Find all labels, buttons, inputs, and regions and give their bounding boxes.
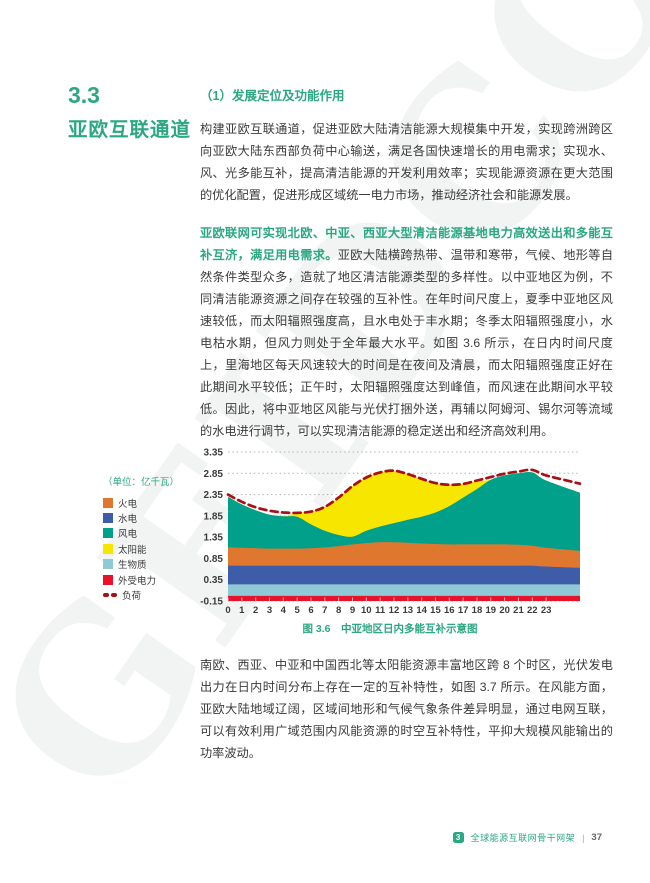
x-axis-tick-label: 21: [513, 605, 524, 616]
y-axis-tick-label: 1.35: [204, 533, 224, 544]
legend-color-swatch: [103, 513, 113, 524]
legend-item: 外受电力: [103, 572, 198, 587]
x-axis-tick-label: 5: [295, 605, 301, 616]
x-axis-tick-label: 11: [375, 605, 386, 616]
x-axis-tick-label: 16: [444, 605, 455, 616]
legend-label: 太阳能: [118, 544, 147, 556]
x-axis-tick-label: 6: [308, 605, 313, 616]
section-number: 3.3: [68, 82, 100, 108]
x-axis-tick-label: 19: [486, 605, 497, 616]
page-footer: 3 全球能源互联网骨干网架 | 37: [452, 831, 602, 844]
chart-caption: 图 3.6 中亚地区日内多能互补示意图: [302, 623, 478, 635]
y-axis-tick-label: 0.85: [204, 554, 224, 565]
x-axis-tick-label: 22: [527, 605, 538, 616]
paragraph-body-text: 亚欧大陆横跨热带、温带和寒带，气候、地形等自然条件类型众多，造就了地区清洁能源类…: [200, 248, 614, 438]
x-axis-tick-label: 9: [350, 605, 355, 616]
x-axis-tick-label: 0: [225, 605, 230, 616]
chart-unit-label: （单位：亿千瓦）: [103, 477, 180, 488]
x-axis-tick-label: 17: [458, 605, 469, 616]
legend-color-swatch: [103, 528, 113, 539]
load-dashed-line: [226, 468, 582, 515]
x-axis-tick-label: 13: [403, 605, 414, 616]
legend-label: 外受电力: [118, 575, 157, 587]
x-axis-tick-label: 8: [336, 605, 341, 616]
legend-color-swatch: [103, 559, 113, 570]
y-axis-tick-label: 2.35: [204, 490, 224, 501]
paragraph-overview: 构建亚欧互联通道，促进亚欧大陆清洁能源大规模集中开发，实现跨洲跨区向亚欧大陆东西…: [200, 122, 613, 202]
x-axis-tick-label: 18: [472, 605, 483, 616]
legend-color-swatch: [103, 497, 113, 508]
subsection-heading: （1）发展定位及功能作用: [200, 89, 345, 103]
paragraph-complementarity: 亚欧联网可实现北欧、中亚、西亚大型清洁能源基地电力高效送出和多能互补互济，满足用…: [200, 222, 613, 442]
y-axis-tick-label: 1.85: [204, 511, 224, 522]
x-axis-tick-label: 20: [499, 605, 510, 616]
y-axis-tick-label: -0.15: [200, 597, 223, 608]
paragraph-solar-wind: 南欧、西亚、中亚和中国西北等太阳能资源丰富地区跨 8 个时区，光伏发电出力在日内…: [200, 658, 613, 760]
x-axis-tick-label: 2: [253, 605, 258, 616]
legend-label: 火电: [118, 498, 138, 510]
paragraph-lead-highlight: 亚欧联网可实现北欧、中亚、西亚大型清洁能源基地电力高效送出和多能互补互济，满足用…: [200, 226, 613, 262]
chart-legend: （单位：亿千瓦） 火电水电风电太阳能生物质外受电力负荷: [103, 474, 198, 603]
x-axis-tick-label: 1: [239, 605, 245, 616]
x-axis-tick-label: 15: [430, 605, 441, 616]
legend-item: 生物质: [103, 557, 198, 572]
legend-item: 负荷: [103, 587, 198, 602]
legend-dash-swatch: [103, 593, 118, 597]
page-number: 37: [591, 832, 602, 843]
legend-label: 生物质: [118, 560, 147, 572]
chapter-badge: 3: [452, 832, 464, 843]
legend-item: 风电: [103, 526, 198, 541]
chart-legend-items: 火电水电风电太阳能生物质外受电力负荷: [103, 495, 198, 603]
y-axis-tick-label: 2.85: [204, 469, 224, 480]
legend-label: 负荷: [122, 591, 142, 603]
multi-energy-stacked-area-chart: 3.352.852.351.851.350.850.35-0.150 1 2 3 4 5 6…: [200, 448, 582, 616]
x-axis-tick-label: 23: [541, 605, 552, 616]
footer-book-title: 全球能源互联网骨干网架: [470, 833, 576, 843]
legend-label: 水电: [118, 514, 138, 526]
x-axis-tick-label: 7: [322, 605, 327, 616]
y-axis-tick-label: 0.35: [204, 575, 224, 586]
legend-label: 风电: [118, 529, 138, 541]
legend-color-swatch: [103, 543, 113, 554]
y-axis-tick-label: 3.35: [204, 448, 224, 459]
section-title: 亚欧互联通道: [68, 119, 192, 141]
x-axis-tick-label: 14: [416, 605, 427, 616]
legend-item: 太阳能: [103, 541, 198, 556]
legend-item: 水电: [103, 510, 198, 525]
legend-color-swatch: [103, 574, 113, 585]
x-axis-tick-label: 10: [361, 605, 372, 616]
legend-item: 火电: [103, 495, 198, 510]
area-外受电力: [228, 595, 580, 601]
x-axis-tick-label: 3: [267, 605, 272, 616]
x-axis-tick-label: 4: [281, 605, 287, 616]
footer-separator: |: [582, 832, 585, 843]
x-axis-tick-label: 12: [389, 605, 400, 616]
